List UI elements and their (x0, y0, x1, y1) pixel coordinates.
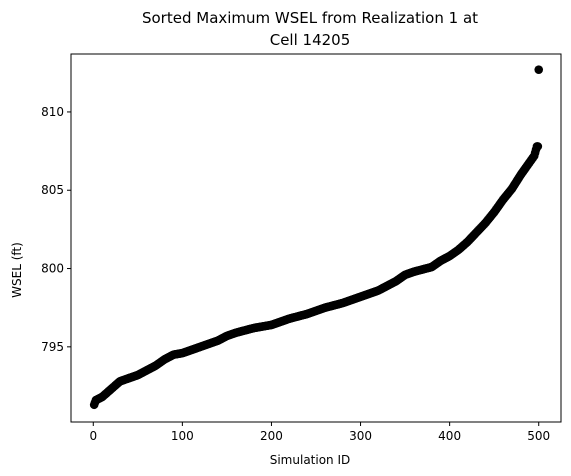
x-tick-label: 300 (349, 429, 372, 443)
data-point (533, 142, 543, 151)
x-tick-label: 400 (438, 429, 461, 443)
y-tick-label: 800 (41, 262, 64, 276)
data-point (534, 65, 544, 74)
y-tick-label: 810 (41, 105, 64, 119)
x-tick-label: 100 (171, 429, 194, 443)
y-tick-label: 795 (41, 340, 64, 354)
chart-title-line-2: Cell 14205 (270, 31, 351, 49)
chart-title-line-1: Sorted Maximum WSEL from Realization 1 a… (142, 9, 478, 27)
chart-title: Sorted Maximum WSEL from Realization 1 a… (142, 9, 478, 49)
y-tick-label: 805 (41, 183, 64, 197)
data-points (89, 65, 544, 410)
x-axis-ticks: 0 100 200 300 400 500 (89, 422, 550, 443)
x-tick-label: 200 (260, 429, 283, 443)
x-tick-label: 0 (89, 429, 97, 443)
y-axis-ticks: 795 800 805 810 (41, 105, 71, 354)
y-axis-label: WSEL (ft) (10, 242, 24, 298)
plot-area-frame (70, 53, 562, 423)
x-tick-label: 500 (527, 429, 550, 443)
x-axis-label: Simulation ID (270, 453, 351, 467)
